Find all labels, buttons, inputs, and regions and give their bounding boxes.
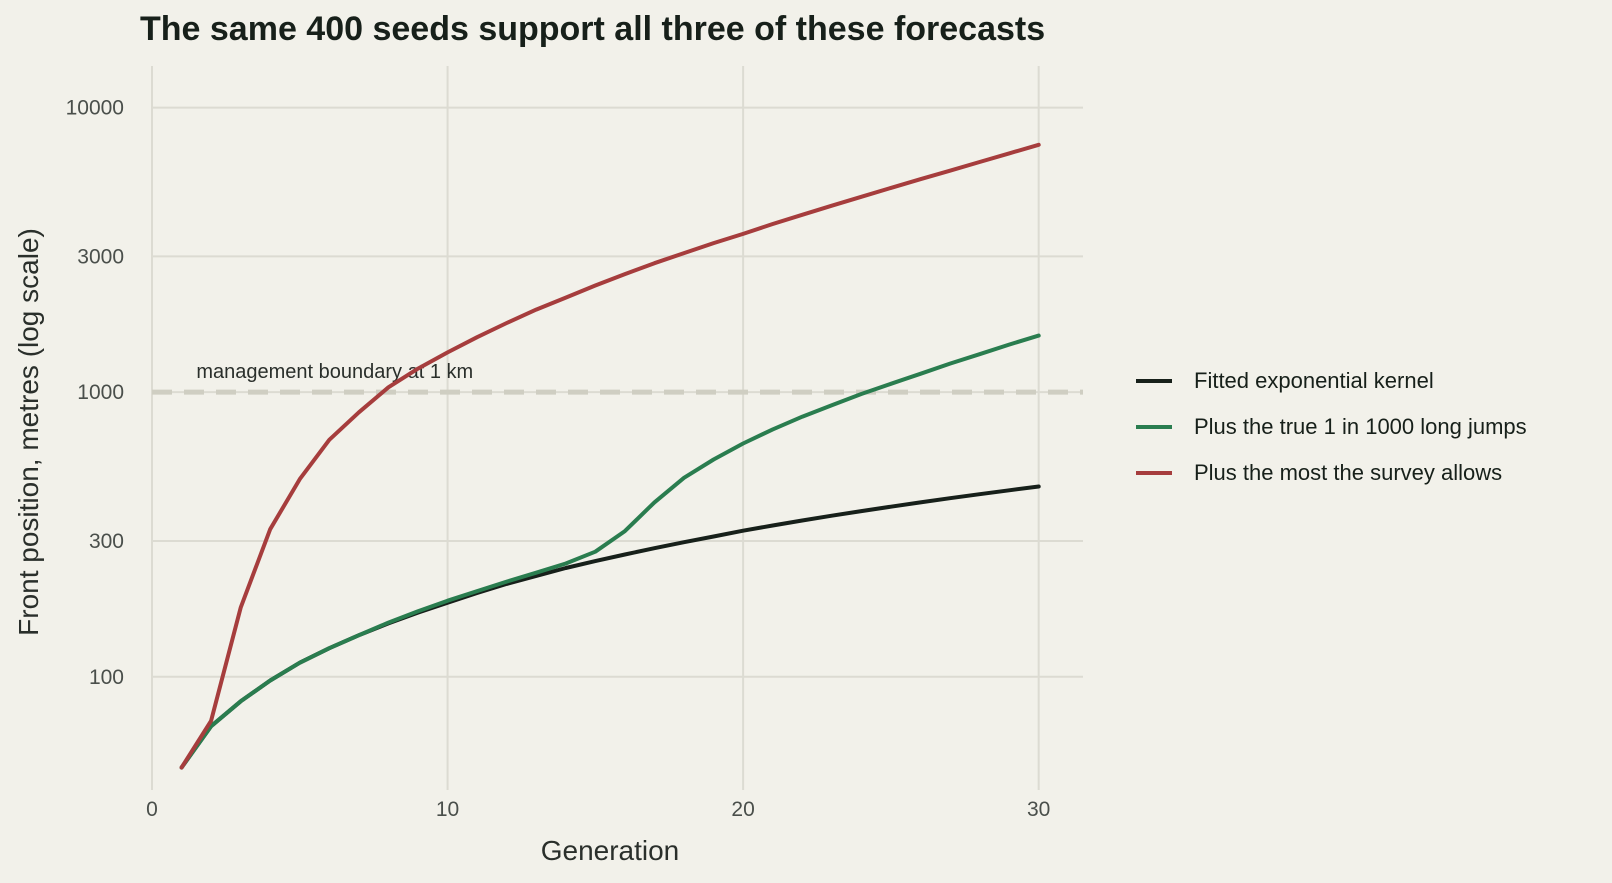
series-line-1	[179, 333, 1041, 770]
legend-swatch-1	[1136, 425, 1172, 429]
x-tick-label: 10	[436, 798, 459, 821]
y-tick-label: 1000	[77, 381, 124, 404]
legend-label-1: Plus the true 1 in 1000 long jumps	[1194, 414, 1527, 439]
legend: Fitted exponential kernel Plus the true …	[1136, 358, 1527, 496]
legend-swatch-2	[1136, 471, 1172, 475]
y-axis-label: Front position, metres (log scale)	[13, 228, 44, 636]
y-tick-label: 10000	[66, 97, 124, 120]
y-tick-label: 300	[89, 530, 124, 553]
legend-label-2: Plus the most the survey allows	[1194, 460, 1503, 485]
series-lines	[179, 142, 1041, 770]
legend-item: Fitted exponential kernel	[1136, 358, 1527, 404]
x-axis-label: Generation	[541, 835, 680, 866]
x-tick-labels: 0 10 20 30	[146, 798, 1050, 821]
series-line-0	[179, 484, 1041, 770]
legend-item: Plus the true 1 in 1000 long jumps	[1136, 404, 1527, 450]
reference-line-label: management boundary at 1 km	[196, 361, 473, 383]
y-tick-labels: 100 300 1000 3000 10000	[66, 97, 124, 689]
x-tick-label: 0	[146, 798, 158, 821]
x-tick-label: 30	[1027, 798, 1050, 821]
y-tick-label: 100	[89, 666, 124, 689]
chart-title: The same 400 seeds support all three of …	[140, 10, 1046, 48]
legend-label-0: Fitted exponential kernel	[1194, 368, 1434, 393]
series-line-2	[179, 142, 1041, 770]
legend-item: Plus the most the survey allows	[1136, 450, 1527, 496]
y-tick-label: 3000	[77, 245, 124, 268]
legend-swatch-0	[1136, 379, 1172, 383]
x-tick-label: 20	[731, 798, 754, 821]
